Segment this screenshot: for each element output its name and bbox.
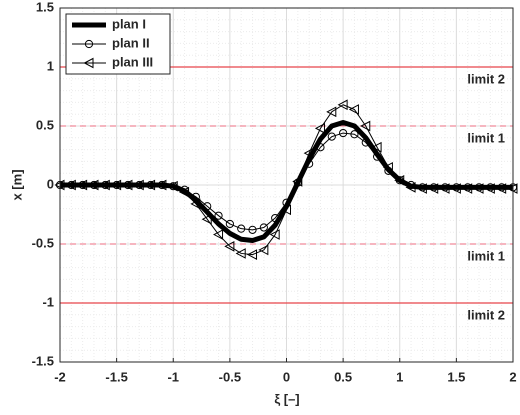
y-tick-label: 1.5 xyxy=(36,0,54,14)
limit-label: limit 2 xyxy=(467,71,505,86)
marker xyxy=(473,183,484,194)
marker xyxy=(314,123,325,134)
marker xyxy=(201,213,212,225)
marker xyxy=(496,183,507,194)
marker xyxy=(99,179,110,191)
marker xyxy=(248,225,257,234)
marker xyxy=(191,192,200,201)
x-tick-label: 1.5 xyxy=(447,369,465,384)
x-tick-label: 0 xyxy=(283,369,290,384)
marker xyxy=(428,183,439,194)
marker xyxy=(416,183,427,194)
marker xyxy=(122,179,133,191)
y-tick-label: -0.5 xyxy=(32,235,54,250)
marker xyxy=(371,141,382,153)
marker xyxy=(462,183,473,194)
marker xyxy=(303,147,314,159)
marker xyxy=(156,179,167,191)
marker xyxy=(305,159,314,168)
marker xyxy=(439,183,450,194)
legend-label: plan II xyxy=(112,35,150,50)
marker xyxy=(246,249,258,260)
marker xyxy=(190,198,201,210)
x-tick-label: 2 xyxy=(509,369,516,384)
marker xyxy=(269,229,280,240)
marker xyxy=(316,143,325,152)
y-tick-label: 0 xyxy=(47,176,54,191)
marker xyxy=(292,176,303,187)
marker xyxy=(145,179,156,191)
x-axis-label: ξ [–] xyxy=(274,391,299,406)
marker xyxy=(133,179,144,191)
y-tick-label: 1 xyxy=(47,58,54,73)
marker xyxy=(237,224,246,233)
x-tick-label: -2 xyxy=(54,369,66,384)
marker xyxy=(450,183,461,194)
legend-marker xyxy=(84,39,94,49)
marker xyxy=(224,241,235,252)
y-axis-label: x [m] xyxy=(9,169,24,200)
x-tick-label: -1 xyxy=(167,369,179,384)
marker xyxy=(271,213,280,223)
marker xyxy=(326,106,337,118)
legend-label: plan III xyxy=(112,54,153,69)
marker xyxy=(77,179,88,191)
x-tick-label: 0.5 xyxy=(334,369,352,384)
limit-label: limit 1 xyxy=(467,248,505,263)
marker xyxy=(258,244,269,256)
limit-label: limit 1 xyxy=(467,130,505,145)
marker xyxy=(235,248,246,259)
marker xyxy=(373,152,382,161)
marker xyxy=(350,130,359,139)
marker xyxy=(382,161,393,173)
marker xyxy=(484,183,495,194)
marker xyxy=(337,99,348,111)
y-tick-label: -1.5 xyxy=(32,353,54,368)
plot-frame xyxy=(59,7,514,363)
x-tick-label: -1.5 xyxy=(105,369,127,384)
marker xyxy=(65,179,76,191)
legend-label: plan I xyxy=(112,16,146,31)
marker xyxy=(348,104,359,115)
marker xyxy=(214,211,223,220)
limit-label: limit 2 xyxy=(467,307,505,322)
marker xyxy=(339,128,348,138)
x-tick-label: 1 xyxy=(396,369,403,384)
legend-marker xyxy=(83,57,94,69)
x-tick-label: -0.5 xyxy=(219,369,241,384)
y-tick-label: -1 xyxy=(42,294,54,309)
marker xyxy=(361,138,370,147)
marker xyxy=(167,180,178,192)
marker xyxy=(212,229,224,240)
marker xyxy=(225,219,234,229)
marker xyxy=(327,132,336,141)
marker xyxy=(88,179,99,191)
marker xyxy=(179,186,190,198)
marker xyxy=(203,202,212,211)
marker xyxy=(405,182,416,193)
marker xyxy=(394,174,405,186)
marker xyxy=(360,120,371,132)
marker xyxy=(111,179,122,191)
marker xyxy=(259,223,268,232)
marker xyxy=(280,204,291,216)
marker xyxy=(282,198,291,207)
y-tick-label: 0.5 xyxy=(36,117,54,132)
